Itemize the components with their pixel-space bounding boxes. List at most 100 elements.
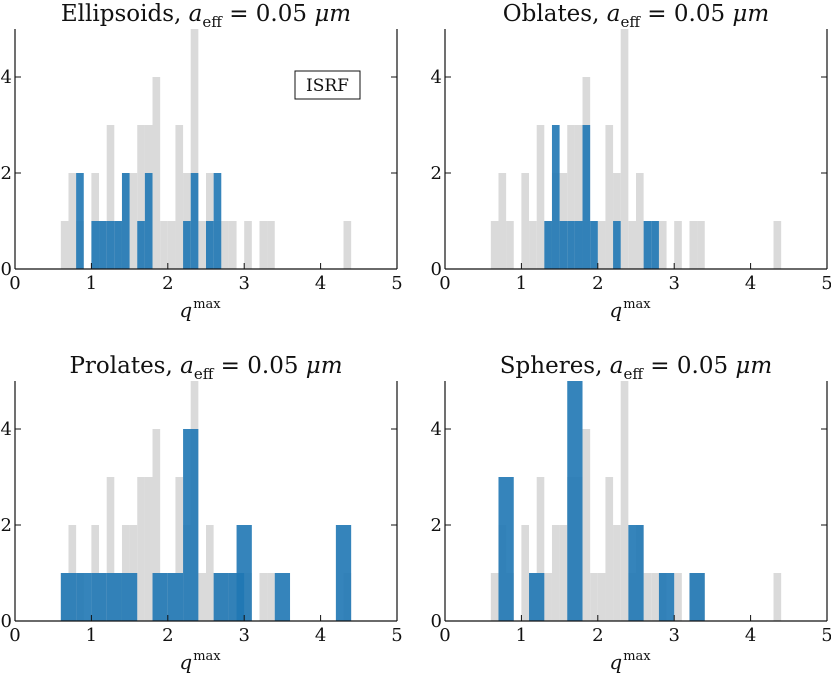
bar-ellipsoids [213, 173, 222, 269]
bar-all-shapes [343, 221, 352, 269]
bar-ellipsoids [183, 221, 191, 269]
x-tick-label: 0 [439, 273, 450, 294]
bar-prolates [274, 573, 291, 621]
bar-all-shapes [613, 525, 621, 621]
bar-oblates [643, 221, 652, 269]
bar-all-shapes [259, 221, 268, 269]
y-tick-label: 0 [1, 259, 12, 280]
bar-all-shapes [490, 221, 499, 269]
y-tick-label: 4 [1, 419, 12, 440]
x-tick-label: 2 [592, 273, 603, 294]
bar-all-shapes [190, 29, 199, 269]
bar-all-shapes [137, 477, 145, 621]
bar-all-shapes [582, 429, 591, 621]
bars [490, 381, 782, 621]
bar-all-shapes [773, 573, 782, 621]
bar-oblates [574, 221, 583, 269]
bar-all-shapes [605, 477, 614, 621]
bar-ellipsoids [206, 221, 214, 269]
bar-oblates [613, 221, 621, 269]
bar-all-shapes [267, 221, 275, 269]
bar-all-shapes [68, 173, 77, 269]
bar-all-shapes [221, 221, 229, 269]
panel-title: Ellipsoids, aeff = 0.05 μm [61, 1, 351, 31]
bar-ellipsoids [121, 173, 130, 269]
bar-all-shapes [521, 173, 530, 269]
bar-prolates [152, 573, 168, 621]
bar-oblates [551, 125, 560, 269]
y-tick-label: 2 [1, 515, 12, 536]
x-tick-label: 1 [86, 625, 97, 646]
bar-ellipsoids [99, 221, 107, 269]
bar-all-shapes [597, 221, 606, 269]
bar-prolates [167, 573, 184, 621]
bar-prolates [183, 429, 199, 621]
y-tick-label: 0 [431, 259, 442, 280]
x-tick-label: 4 [745, 625, 756, 646]
x-tick-label: 3 [668, 625, 679, 646]
bars [60, 29, 352, 269]
bar-all-shapes [521, 525, 530, 621]
bar-all-shapes [137, 125, 145, 269]
y-tick-label: 2 [431, 163, 442, 184]
bar-ellipsoids [91, 221, 100, 269]
bar-all-shapes [206, 525, 214, 621]
panel-3: 0 1 2 3 4 5 0 2 4 qmax Prolates, aeff = 0.05 μm [1, 353, 403, 674]
bar-all-shapes [567, 125, 575, 269]
bar-all-shapes [574, 125, 583, 269]
bar-all-shapes [60, 221, 69, 269]
bar-all-shapes [228, 221, 237, 269]
bar-spheres [498, 477, 514, 621]
annotation-box [294, 70, 361, 100]
bar-spheres [658, 573, 675, 621]
bar-all-shapes [551, 525, 560, 621]
y-tick-label: 4 [431, 67, 442, 88]
x-tick-label: 2 [162, 625, 173, 646]
bar-all-shapes [620, 381, 629, 621]
x-tick-label: 5 [821, 273, 831, 294]
x-tick-label: 0 [9, 625, 20, 646]
bar-all-shapes [773, 221, 782, 269]
bar-all-shapes [175, 477, 184, 621]
bar-all-shapes [529, 221, 537, 269]
y-tick-label: 0 [1, 611, 12, 632]
panel-1: 0 1 2 3 4 5 0 2 4 qmax Ellipsoids, aeff = 0.05 μm I… [1, 1, 403, 322]
bars [490, 29, 782, 269]
panel-4: 0 1 2 3 4 5 0 2 4 qmax Spheres, aeff = 0.05 μm [431, 353, 831, 674]
panel-title: Prolates, aeff = 0.05 μm [69, 353, 342, 383]
bar-ellipsoids [190, 173, 199, 269]
x-axis-label: qmax [179, 649, 221, 674]
bar-all-shapes [144, 477, 153, 621]
x-tick-label: 0 [9, 273, 20, 294]
bar-all-shapes [651, 573, 659, 621]
x-axis-label: qmax [179, 297, 221, 322]
bar-all-shapes [152, 429, 161, 621]
annotation-label: ISRF [306, 76, 349, 96]
bar-prolates [335, 525, 352, 621]
bar-all-shapes [259, 573, 268, 621]
x-tick-label: 4 [315, 625, 326, 646]
bar-all-shapes [605, 125, 614, 269]
y-tick-label: 2 [1, 163, 12, 184]
panel-title: Oblates, aeff = 0.05 μm [503, 1, 769, 31]
bar-oblates [582, 125, 591, 269]
bar-all-shapes [198, 573, 206, 621]
y-tick-label: 2 [431, 515, 442, 536]
y-tick-label: 0 [431, 611, 442, 632]
x-tick-label: 4 [315, 273, 326, 294]
x-tick-label: 4 [745, 273, 756, 294]
bar-spheres [689, 573, 705, 621]
bar-all-shapes [106, 125, 115, 269]
bar-ellipsoids [106, 221, 115, 269]
bar-all-shapes [697, 221, 705, 269]
x-tick-label: 0 [439, 625, 450, 646]
x-tick-label: 3 [668, 273, 679, 294]
bar-all-shapes [590, 573, 598, 621]
x-tick-label: 3 [238, 625, 249, 646]
bar-prolates [91, 573, 107, 621]
bar-all-shapes [490, 573, 499, 621]
bar-ellipsoids [76, 173, 84, 269]
panel-2: 0 1 2 3 4 5 0 2 4 qmax Oblates, aeff = 0.05 μm [431, 1, 831, 322]
x-axis-label: qmax [609, 649, 651, 674]
bar-all-shapes [152, 77, 161, 269]
